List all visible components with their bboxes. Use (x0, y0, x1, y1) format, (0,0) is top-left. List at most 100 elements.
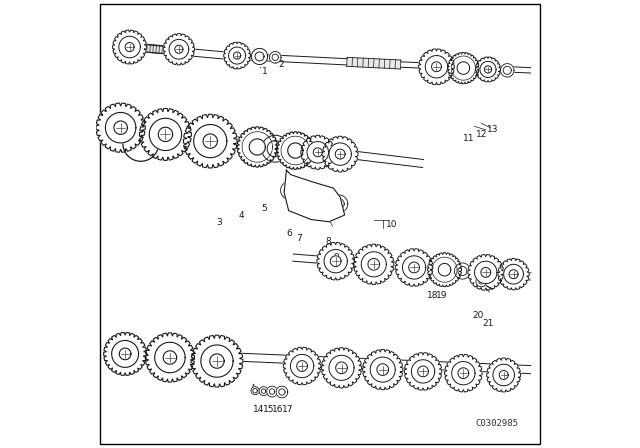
Polygon shape (377, 364, 388, 375)
Polygon shape (119, 36, 140, 58)
Polygon shape (370, 357, 396, 382)
Polygon shape (293, 254, 531, 280)
Polygon shape (361, 252, 387, 277)
Polygon shape (452, 362, 475, 385)
Polygon shape (504, 264, 524, 284)
Polygon shape (230, 53, 347, 65)
Text: 3: 3 (216, 218, 222, 227)
Polygon shape (324, 250, 348, 273)
Polygon shape (210, 354, 224, 368)
Polygon shape (409, 262, 419, 273)
Polygon shape (335, 149, 345, 159)
Polygon shape (329, 355, 354, 380)
Polygon shape (475, 261, 497, 284)
Text: 9: 9 (333, 253, 339, 262)
Text: 14: 14 (253, 405, 264, 414)
Polygon shape (329, 143, 351, 165)
Polygon shape (119, 348, 131, 360)
Polygon shape (149, 118, 182, 151)
Polygon shape (284, 347, 321, 385)
Polygon shape (104, 332, 147, 375)
Polygon shape (319, 255, 365, 269)
Polygon shape (291, 354, 314, 378)
Polygon shape (201, 345, 233, 377)
Polygon shape (419, 49, 454, 85)
Polygon shape (276, 386, 288, 398)
Polygon shape (321, 348, 362, 388)
Text: 19: 19 (436, 291, 447, 300)
Text: 4: 4 (239, 211, 244, 220)
Text: 21: 21 (482, 319, 493, 328)
Polygon shape (354, 244, 394, 284)
Text: 20: 20 (472, 311, 484, 320)
Text: 12: 12 (476, 130, 487, 139)
Polygon shape (363, 349, 403, 390)
Polygon shape (131, 43, 175, 55)
Polygon shape (252, 48, 268, 65)
Polygon shape (476, 57, 500, 82)
Polygon shape (140, 108, 191, 160)
Polygon shape (431, 62, 442, 72)
Polygon shape (500, 64, 514, 77)
Polygon shape (438, 263, 451, 276)
Polygon shape (113, 30, 147, 64)
Text: 15: 15 (262, 405, 274, 414)
Polygon shape (228, 47, 246, 64)
Polygon shape (484, 66, 492, 73)
Polygon shape (276, 132, 314, 169)
Polygon shape (249, 139, 266, 155)
Polygon shape (499, 370, 508, 379)
Text: 16: 16 (272, 405, 284, 414)
Polygon shape (267, 386, 278, 397)
Polygon shape (251, 387, 259, 395)
Text: 7: 7 (297, 234, 303, 243)
Polygon shape (458, 368, 468, 379)
Polygon shape (163, 351, 177, 364)
Polygon shape (96, 103, 145, 152)
Polygon shape (262, 135, 289, 162)
Polygon shape (158, 127, 173, 142)
Polygon shape (234, 52, 241, 59)
Polygon shape (314, 148, 323, 157)
Polygon shape (145, 333, 195, 382)
Polygon shape (457, 62, 470, 74)
Polygon shape (288, 143, 303, 158)
Polygon shape (259, 387, 268, 396)
Polygon shape (347, 57, 401, 69)
Text: 18: 18 (427, 291, 438, 300)
Polygon shape (317, 242, 355, 280)
Polygon shape (155, 342, 185, 373)
Text: 11: 11 (463, 134, 474, 143)
Polygon shape (191, 335, 243, 387)
Polygon shape (445, 354, 482, 392)
Polygon shape (307, 189, 333, 216)
Polygon shape (131, 43, 231, 60)
Polygon shape (368, 258, 380, 270)
Polygon shape (428, 253, 461, 287)
Polygon shape (476, 276, 486, 287)
Polygon shape (284, 170, 345, 222)
Polygon shape (169, 39, 189, 59)
Polygon shape (112, 340, 139, 367)
Polygon shape (404, 353, 442, 390)
Polygon shape (418, 366, 428, 377)
Polygon shape (297, 361, 307, 371)
Polygon shape (106, 112, 136, 143)
Polygon shape (468, 254, 504, 290)
Polygon shape (412, 360, 435, 383)
Polygon shape (313, 195, 327, 210)
Polygon shape (301, 135, 335, 169)
Polygon shape (109, 348, 531, 374)
Polygon shape (336, 362, 348, 374)
Text: 8: 8 (325, 237, 331, 246)
Polygon shape (403, 256, 426, 279)
Polygon shape (109, 121, 424, 168)
Polygon shape (426, 56, 448, 78)
Polygon shape (269, 52, 281, 63)
Text: 2: 2 (279, 60, 284, 69)
Polygon shape (480, 61, 496, 78)
Polygon shape (481, 267, 491, 277)
Text: 6: 6 (287, 229, 292, 238)
Polygon shape (280, 181, 298, 199)
Polygon shape (330, 195, 348, 213)
